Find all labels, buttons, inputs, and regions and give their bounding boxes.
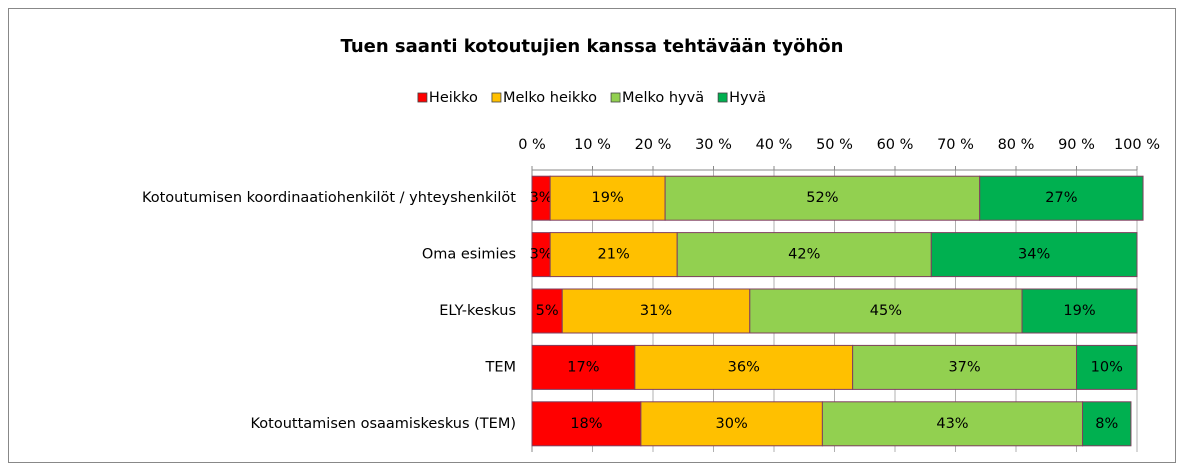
bar-segment bbox=[1021, 288, 1138, 334]
data-label: 18% bbox=[570, 416, 602, 432]
data-label: 52% bbox=[806, 190, 838, 206]
legend-swatch bbox=[417, 92, 428, 103]
y-tick-label: TEM bbox=[484, 359, 516, 375]
x-tick-label: 60 % bbox=[877, 137, 914, 153]
bar-segment bbox=[821, 401, 1084, 447]
x-tick-label: 80 % bbox=[998, 137, 1035, 153]
data-label: 21% bbox=[598, 247, 630, 263]
bar-segment bbox=[930, 232, 1138, 278]
data-label: 37% bbox=[948, 359, 980, 375]
y-tick-label: Oma esimies bbox=[422, 247, 516, 263]
y-tick-label: Kotoutumisen koordinaatiohenkilöt / yhte… bbox=[142, 190, 516, 206]
data-label: 30% bbox=[716, 416, 748, 432]
legend-swatch bbox=[717, 92, 728, 103]
legend-swatch bbox=[610, 92, 621, 103]
y-tick-label: Kotouttamisen osaamiskeskus (TEM) bbox=[251, 416, 517, 432]
x-tick-label: 100 % bbox=[1114, 137, 1160, 153]
bar-segment bbox=[676, 232, 932, 278]
bar-segment bbox=[634, 344, 854, 390]
bar-segment bbox=[1076, 344, 1138, 390]
data-label: 5% bbox=[536, 303, 559, 319]
bar-segment bbox=[531, 288, 563, 334]
bar-segment bbox=[531, 344, 636, 390]
data-label: 10% bbox=[1091, 359, 1123, 375]
data-label: 19% bbox=[592, 190, 624, 206]
legend-label: Heikko bbox=[429, 90, 478, 106]
data-label: 3% bbox=[530, 190, 553, 206]
x-tick-label: 50 % bbox=[816, 137, 853, 153]
x-tick-label: 40 % bbox=[756, 137, 793, 153]
x-tick-label: 20 % bbox=[635, 137, 672, 153]
legend-label: Melko heikko bbox=[503, 90, 597, 106]
bar-segment bbox=[549, 232, 678, 278]
legend-swatch bbox=[491, 92, 502, 103]
data-label: 31% bbox=[640, 303, 672, 319]
bar-segment bbox=[979, 175, 1144, 221]
bar-segment bbox=[852, 344, 1078, 390]
x-tick-label: 10 % bbox=[574, 137, 611, 153]
legend-label: Hyvä bbox=[729, 90, 766, 106]
x-tick-label: 30 % bbox=[695, 137, 732, 153]
data-label: 45% bbox=[870, 303, 902, 319]
y-tick-label: ELY-keskus bbox=[439, 303, 516, 319]
x-tick-label: 70 % bbox=[937, 137, 974, 153]
data-label: 27% bbox=[1045, 190, 1077, 206]
data-label: 17% bbox=[567, 359, 599, 375]
x-tick-label: 90 % bbox=[1058, 137, 1095, 153]
legend-label: Melko hyvä bbox=[622, 90, 704, 106]
data-label: 19% bbox=[1063, 303, 1095, 319]
data-label: 3% bbox=[530, 247, 553, 263]
x-tick-label: 0 % bbox=[518, 137, 546, 153]
data-label: 43% bbox=[936, 416, 968, 432]
bar-segment bbox=[1082, 401, 1132, 447]
chart-title: Tuen saanti kotoutujien kanssa tehtävään… bbox=[341, 36, 844, 57]
bar-segment bbox=[664, 175, 981, 221]
data-label: 34% bbox=[1018, 247, 1050, 263]
data-label: 42% bbox=[788, 247, 820, 263]
bar-segment bbox=[531, 401, 642, 447]
data-label: 36% bbox=[728, 359, 760, 375]
data-label: 8% bbox=[1095, 416, 1118, 432]
